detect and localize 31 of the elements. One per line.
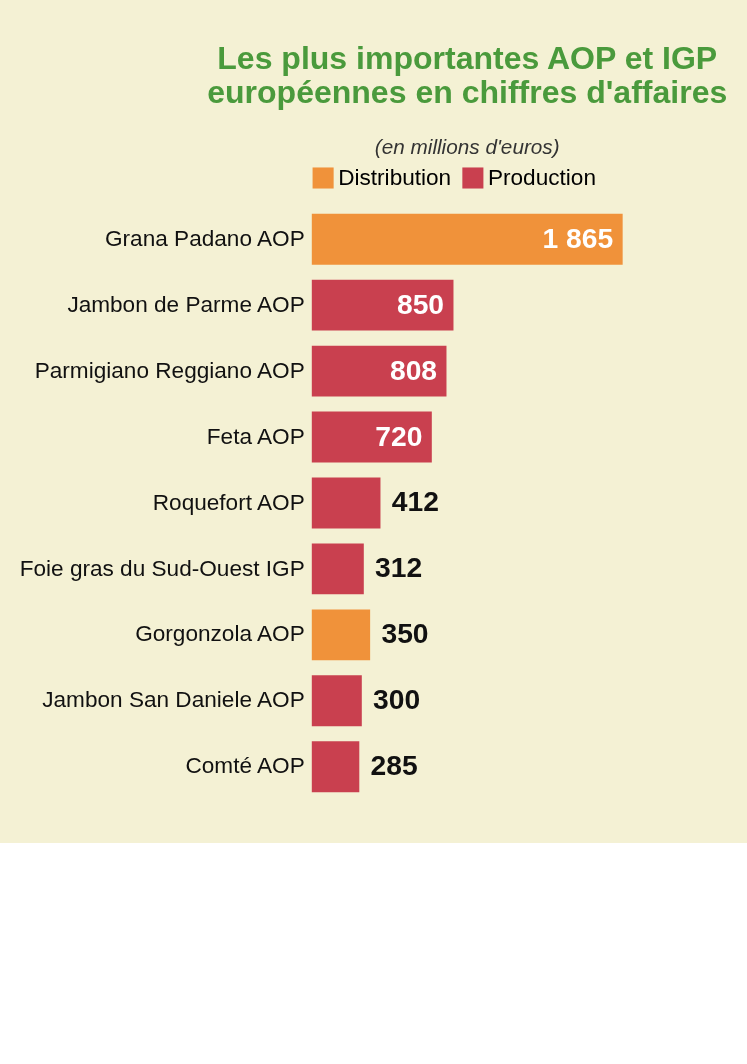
y-tick-label: Jambon San Daniele AOP bbox=[42, 687, 305, 713]
y-tick-label: Feta AOP bbox=[206, 423, 305, 449]
legend-label: Distribution bbox=[338, 164, 452, 190]
legend-label: Production bbox=[487, 164, 596, 190]
data-label: 312 bbox=[375, 551, 423, 584]
y-tick-label: Parmigiano Reggiano AOP bbox=[34, 357, 305, 383]
bar bbox=[311, 411, 432, 463]
chart-subtitle: (en millions d'euros) bbox=[374, 134, 560, 158]
y-tick-label: Comté AOP bbox=[185, 753, 305, 779]
data-label: 720 bbox=[375, 419, 423, 452]
data-label: 285 bbox=[370, 749, 418, 782]
text: Les plus importantes AOP et IGP bbox=[217, 39, 718, 76]
y-tick-label: Grana Padano AOP bbox=[105, 225, 305, 251]
bar bbox=[311, 279, 454, 331]
data-label: 350 bbox=[381, 617, 429, 650]
bar bbox=[311, 543, 364, 595]
y-tick-label: Foie gras du Sud-Ouest IGP bbox=[19, 555, 305, 581]
bar bbox=[311, 213, 623, 265]
bar bbox=[311, 609, 371, 661]
data-label: 808 bbox=[389, 353, 438, 386]
bar bbox=[311, 345, 447, 397]
y-tick-label: Roquefort AOP bbox=[152, 489, 305, 515]
data-label: 300 bbox=[373, 683, 421, 716]
y-tick-label: Gorgonzola AOP bbox=[135, 621, 305, 647]
bar bbox=[311, 477, 381, 529]
data-label: 1 865 bbox=[542, 221, 614, 254]
data-label: 850 bbox=[396, 287, 445, 320]
bar bbox=[311, 741, 360, 793]
y-tick-label: Jambon de Parme AOP bbox=[67, 291, 305, 317]
bar bbox=[311, 675, 362, 727]
data-label: 412 bbox=[391, 485, 439, 518]
